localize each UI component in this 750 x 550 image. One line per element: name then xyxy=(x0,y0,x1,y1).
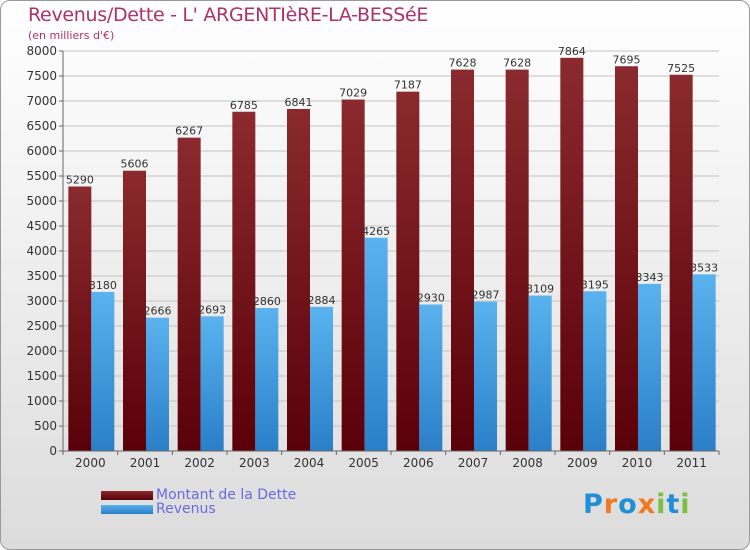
x-tick-label: 2001 xyxy=(130,456,161,470)
y-tick-label: 2000 xyxy=(26,344,57,358)
y-tick-label: 3000 xyxy=(26,294,57,308)
bar-debt xyxy=(123,170,146,451)
legend-item-debt: Montant de la Dette xyxy=(101,487,297,503)
legend-swatch-debt xyxy=(101,490,153,500)
data-label-revenue: 2693 xyxy=(198,303,226,316)
y-tick-label: 4500 xyxy=(26,219,57,233)
bar-revenue xyxy=(310,306,333,451)
x-tick-label: 2004 xyxy=(294,456,325,470)
bar-debt xyxy=(232,111,256,451)
x-tick-label: 2010 xyxy=(622,456,653,470)
bar-revenue xyxy=(364,237,388,451)
y-tick-label: 1000 xyxy=(26,394,57,408)
y-tick-label: 1500 xyxy=(26,369,57,383)
bar-debt xyxy=(505,69,529,451)
y-tick-label: 8000 xyxy=(26,44,57,58)
y-tick-label: 5500 xyxy=(26,169,57,183)
y-tick-label: 6500 xyxy=(26,119,57,133)
legend-label-revenue: Revenus xyxy=(156,501,216,517)
x-tick-label: 2003 xyxy=(239,456,270,470)
bar-revenue xyxy=(583,291,607,451)
data-label-revenue: 2884 xyxy=(308,294,336,307)
data-label-revenue: 3109 xyxy=(526,283,554,296)
y-tick-label: 5000 xyxy=(26,194,57,208)
data-label-revenue: 3180 xyxy=(89,279,117,292)
bar-revenue xyxy=(528,295,552,451)
data-label-revenue: 2930 xyxy=(417,292,445,305)
data-label-revenue: 3533 xyxy=(690,261,718,274)
data-label-revenue: 4265 xyxy=(362,225,390,238)
y-tick-label: 6000 xyxy=(26,144,57,158)
x-axis: 2000 2001 2002 2003 2004 2005 2006 2007 2008 2009… xyxy=(62,450,720,470)
proxiti-logo: Proxiti xyxy=(583,489,691,520)
legend-swatch-revenue xyxy=(101,504,153,514)
data-label-debt: 5290 xyxy=(66,174,94,187)
bars: 5290 3180 5606 2666 6267 2693 6785 2860 6841 2884… xyxy=(66,45,718,452)
bar-revenue xyxy=(692,274,716,451)
legend-item-revenue: Revenus xyxy=(101,501,216,517)
bar-debt xyxy=(451,69,474,451)
y-tick-label: 4000 xyxy=(26,244,57,258)
bar-debt xyxy=(287,108,310,451)
y-tick-label: 2500 xyxy=(26,319,57,333)
bar-revenue xyxy=(91,292,115,451)
y-tick-label: 0 xyxy=(49,444,57,458)
data-label-debt: 6841 xyxy=(285,96,313,109)
bar-debt xyxy=(396,91,420,452)
data-label-debt: 7628 xyxy=(503,57,531,70)
data-label-revenue: 2987 xyxy=(472,289,500,302)
x-tick-label: 2009 xyxy=(567,456,598,470)
y-tick-label: 3500 xyxy=(26,269,57,283)
bar-debt xyxy=(341,99,365,452)
x-tick-label: 2002 xyxy=(184,456,215,470)
data-label-revenue: 2860 xyxy=(253,295,281,308)
y-tick-label: 500 xyxy=(34,419,57,433)
data-label-revenue: 3343 xyxy=(636,271,664,284)
bar-debt xyxy=(669,74,693,451)
bar-revenue xyxy=(200,316,224,451)
y-tick-label: 7000 xyxy=(26,94,57,108)
bar-revenue xyxy=(255,308,279,451)
x-tick-label: 2005 xyxy=(348,456,379,470)
data-label-debt: 5606 xyxy=(121,158,149,171)
data-label-debt: 7864 xyxy=(558,45,586,58)
bar-debt xyxy=(560,57,584,452)
bar-revenue xyxy=(474,301,497,451)
bar-debt xyxy=(615,66,638,451)
bar-debt xyxy=(177,137,201,451)
y-axis: 0 500 1000 1500 2000 2500 3000 3500 4000 4500 5000… xyxy=(26,44,64,458)
bar-revenue xyxy=(146,317,169,451)
bar-debt xyxy=(68,186,92,451)
x-tick-label: 2008 xyxy=(512,456,543,470)
chart-title: Revenus/Dette - L' ARGENTIèRE-LA-BESSéE xyxy=(28,4,429,26)
data-label-debt: 7525 xyxy=(667,62,695,75)
gridlines xyxy=(63,50,719,452)
x-tick-label: 2011 xyxy=(676,456,707,470)
data-label-debt: 7628 xyxy=(449,57,477,70)
bar-revenue xyxy=(638,283,661,451)
x-tick-label: 2000 xyxy=(75,456,106,470)
x-tick-label: 2007 xyxy=(458,456,489,470)
chart-subtitle: (en milliers d'€) xyxy=(28,29,115,42)
data-label-debt: 7029 xyxy=(339,87,367,100)
bar-revenue xyxy=(419,304,443,451)
y-tick-label: 7500 xyxy=(26,69,57,83)
data-label-revenue: 2666 xyxy=(144,305,172,318)
data-label-revenue: 3195 xyxy=(581,278,609,291)
data-label-debt: 6267 xyxy=(175,125,203,138)
data-label-debt: 7187 xyxy=(394,79,422,92)
data-label-debt: 6785 xyxy=(230,99,258,112)
data-label-debt: 7695 xyxy=(613,53,641,66)
x-tick-label: 2006 xyxy=(403,456,434,470)
legend-label-debt: Montant de la Dette xyxy=(156,487,297,503)
